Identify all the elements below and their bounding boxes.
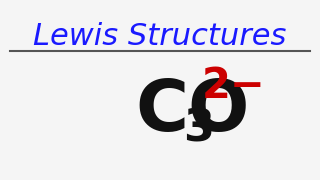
Text: 2−: 2−	[202, 66, 266, 107]
Text: CO: CO	[135, 77, 249, 146]
Text: 3: 3	[183, 107, 214, 150]
Text: Lewis Structures: Lewis Structures	[33, 22, 287, 51]
